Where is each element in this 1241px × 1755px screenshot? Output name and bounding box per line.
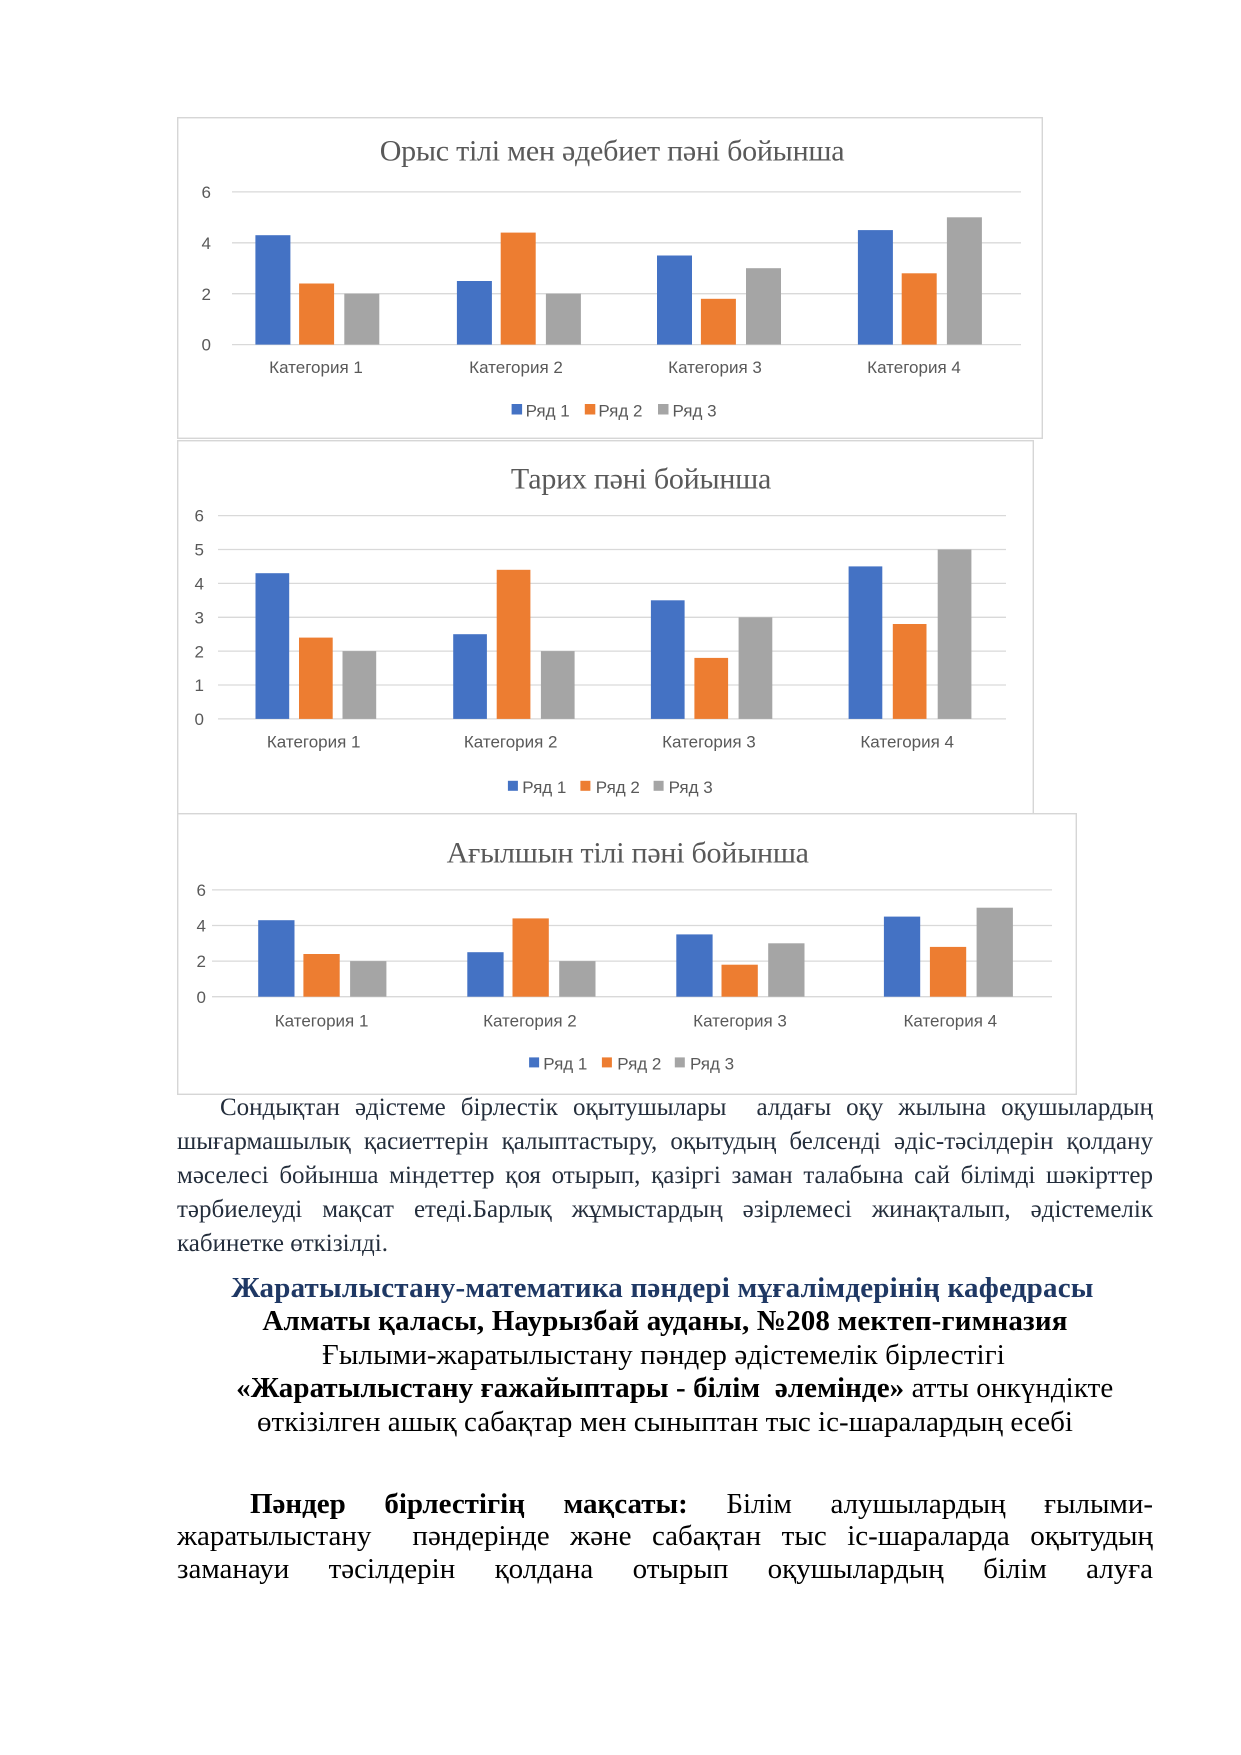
svg-text:Категория 3: Категория 3 — [668, 358, 762, 377]
svg-text:Ряд 3: Ряд 3 — [673, 401, 717, 420]
svg-text:Ряд 2: Ряд 2 — [596, 778, 640, 797]
svg-text:0: 0 — [202, 336, 211, 355]
svg-text:Категория 4: Категория 4 — [903, 1012, 997, 1031]
svg-text:2: 2 — [197, 952, 206, 971]
svg-text:5: 5 — [195, 541, 204, 560]
svg-text:Ряд 1: Ряд 1 — [522, 778, 566, 797]
svg-text:Категория 2: Категория 2 — [483, 1012, 577, 1031]
svg-text:Орыс тілі мен әдебиет пәні бой: Орыс тілі мен әдебиет пәні бойынша — [380, 135, 845, 168]
svg-text:Ряд 3: Ряд 3 — [690, 1055, 734, 1074]
svg-text:3: 3 — [195, 608, 204, 627]
svg-text:Категория 1: Категория 1 — [275, 1012, 369, 1031]
svg-text:2: 2 — [195, 642, 204, 661]
svg-text:4: 4 — [195, 575, 204, 594]
svg-text:Категория 4: Категория 4 — [867, 358, 961, 377]
svg-text:6: 6 — [195, 507, 204, 526]
svg-text:1: 1 — [195, 676, 204, 695]
svg-text:Ряд 2: Ряд 2 — [617, 1055, 661, 1074]
svg-text:6: 6 — [202, 183, 211, 202]
svg-text:Тарих пәні бойынша: Тарих пәні бойынша — [511, 463, 771, 496]
svg-text:0: 0 — [197, 988, 206, 1007]
svg-text:Категория 1: Категория 1 — [269, 358, 363, 377]
svg-text:Категория 4: Категория 4 — [860, 733, 954, 752]
svg-text:Ряд 1: Ряд 1 — [526, 401, 570, 420]
svg-text:Ряд 3: Ряд 3 — [669, 778, 713, 797]
svg-text:Категория 3: Категория 3 — [662, 733, 756, 752]
svg-text:4: 4 — [197, 917, 206, 936]
svg-text:Категория 2: Категория 2 — [469, 358, 563, 377]
svg-text:Категория 2: Категория 2 — [464, 733, 558, 752]
svg-text:Категория 1: Категория 1 — [267, 733, 361, 752]
svg-text:2: 2 — [202, 285, 211, 304]
svg-text:0: 0 — [195, 710, 204, 729]
svg-text:4: 4 — [202, 234, 211, 253]
svg-text:Категория 3: Категория 3 — [693, 1012, 787, 1031]
svg-text:Ағылшын тілі пәні бойынша: Ағылшын тілі пәні бойынша — [447, 837, 809, 870]
svg-text:Ряд 1: Ряд 1 — [543, 1055, 587, 1074]
svg-text:Ряд 2: Ряд 2 — [598, 401, 642, 420]
svg-text:6: 6 — [197, 881, 206, 900]
